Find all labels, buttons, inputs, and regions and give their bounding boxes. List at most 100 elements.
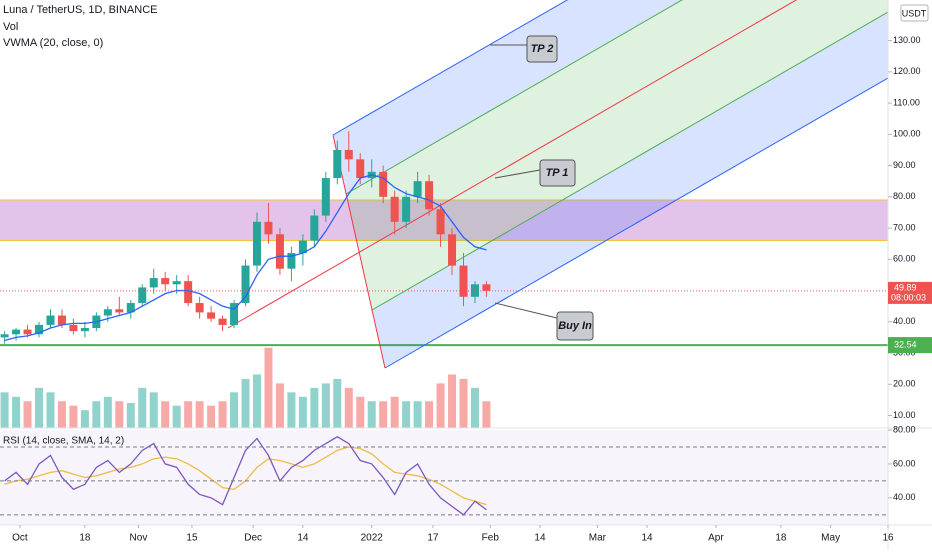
pitchfork-median (227, 0, 798, 329)
candle-body (103, 309, 112, 316)
volume-bar (138, 387, 147, 428)
volume-bar (69, 405, 78, 428)
volume-bar (333, 378, 342, 428)
volume-bar (241, 378, 250, 428)
pitchfork-line (332, 0, 569, 136)
candle-body (425, 181, 434, 210)
volume-bar (115, 401, 124, 428)
candle-body (390, 196, 399, 222)
y-tick-label: 130.00 (893, 35, 921, 45)
volume-bar (103, 396, 112, 428)
rsi-title: RSI (14, close, SMA, 14, 2) (3, 436, 124, 447)
x-tick-label: Nov (130, 533, 148, 544)
volume-bar (12, 396, 21, 428)
candle-body (402, 196, 411, 222)
volume-bar (275, 383, 284, 428)
pitchfork-band (346, 0, 888, 310)
x-tick-label: Feb (482, 533, 500, 544)
x-tick-label: Apr (708, 533, 724, 544)
candle-body (230, 303, 239, 325)
rsi-tick-label: 60.00 (893, 458, 916, 468)
candle-body (149, 278, 158, 288)
x-tick-label: 18 (79, 533, 91, 544)
candle-body (333, 149, 342, 179)
candle-body (69, 324, 78, 332)
candle-body (241, 265, 250, 304)
candle-body (436, 209, 445, 235)
volume-bar (252, 374, 261, 428)
callout-box (526, 35, 558, 63)
vwma-label: VWMA (20, close, 0) (3, 37, 103, 49)
volume-bar (470, 387, 479, 428)
x-tick-label: 14 (534, 533, 546, 544)
volume-bar (367, 401, 376, 428)
x-tick-label: 18 (775, 533, 787, 544)
volume-bar (57, 401, 66, 428)
candle-body (161, 278, 170, 285)
y-tick-label: 60.00 (893, 254, 916, 264)
y-tick-label: 100.00 (893, 129, 921, 139)
plot (0, 131, 491, 516)
candle-body (80, 328, 89, 332)
candle-body (207, 312, 216, 319)
rsi-background (0, 430, 888, 525)
currency-box[interactable] (900, 4, 929, 22)
rsi-tick-label: 80.00 (893, 424, 916, 434)
volume-bar (310, 387, 319, 428)
volume-bar (35, 387, 44, 428)
pitchfork-line (371, 11, 888, 311)
candle-body (448, 234, 457, 266)
support-label: 32.54 (894, 339, 917, 349)
volume-bar (344, 387, 353, 428)
candle-body (298, 240, 307, 254)
volume-bar (46, 392, 55, 428)
candle-body (115, 309, 124, 313)
volume-bar (23, 401, 32, 428)
x-tick-label: Oct (12, 533, 28, 544)
candle-body (57, 315, 66, 325)
volume-bar (482, 401, 491, 428)
volume-bar (413, 401, 422, 428)
volume-bar (92, 401, 101, 428)
last-price-label: 49.89 (894, 282, 917, 292)
y-tick-label: 90.00 (893, 160, 916, 170)
volume-bar (402, 401, 411, 428)
symbol-title: Luna / TetherUS, 1D, BINANCE (3, 4, 157, 16)
volume-bar (149, 392, 158, 428)
y-tick-label: 110.00 (893, 97, 920, 107)
volume-bar (425, 401, 434, 428)
callout-text: TP 2 (531, 43, 554, 55)
volume-bar (448, 374, 457, 428)
candle-body (252, 221, 261, 266)
candle-body (275, 234, 284, 269)
volume-bar (172, 405, 181, 428)
candle-body (459, 265, 468, 297)
pitchfork-band (372, 12, 888, 368)
candle-body (413, 181, 422, 197)
rsi-line (4, 436, 487, 516)
y-tick-label: 20.00 (893, 379, 916, 389)
candle-body (35, 324, 44, 335)
rsi-tick-label: 40.00 (893, 492, 916, 502)
pitchfork (227, 0, 888, 369)
volume-bar (436, 383, 445, 428)
x-tick-label: Dec (244, 533, 262, 544)
x-tick-label: 14 (642, 533, 654, 544)
pitchfork-edge (332, 134, 386, 369)
callout-text: TP 1 (546, 167, 569, 179)
x-tick-label: 15 (186, 533, 198, 544)
candle-body (379, 171, 388, 197)
currency[interactable]: USDT (902, 8, 927, 18)
vol-label: Vol (3, 21, 18, 33)
candle-body (218, 318, 227, 325)
x-tick-label: 2022 (361, 533, 384, 544)
callout-box (539, 159, 576, 187)
y-tick-label: 40.00 (893, 316, 916, 326)
volume-bar (161, 401, 170, 428)
volume-bar (230, 392, 239, 428)
y-tick-label: 70.00 (893, 222, 916, 232)
callout-arrow (494, 302, 558, 319)
countdown: 08:00:03 (891, 292, 926, 302)
candle-body (138, 287, 147, 304)
volume-bar (287, 392, 296, 428)
